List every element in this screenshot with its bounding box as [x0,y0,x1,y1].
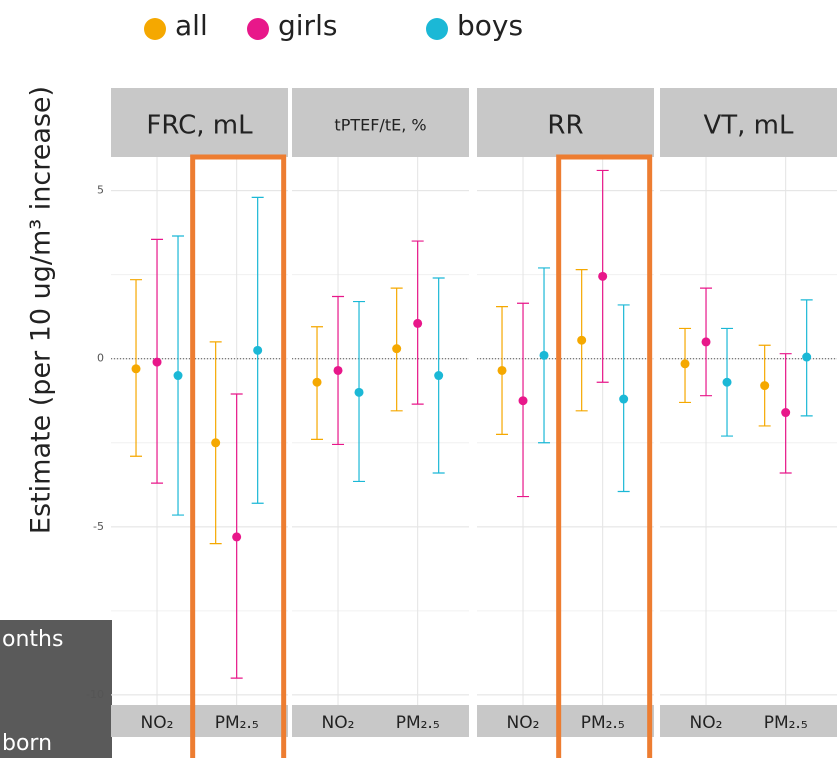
strip-footer [292,705,469,737]
x-tick-label: NO₂ [141,713,174,733]
point [354,387,364,397]
highlight-box [190,154,287,758]
legend-label: girls [278,9,337,42]
strip-header [292,88,469,157]
point [722,377,732,387]
point [413,318,423,328]
strip-footer [111,705,288,737]
x-tick-label: PM₂.₅ [396,713,440,733]
highlight-box [556,154,653,758]
point [152,357,162,367]
point [680,359,690,369]
y-axis-label: Estimate (per 10 ug/m³ increase) [26,86,57,534]
point [802,352,812,362]
y-tick-label: -5 [93,520,104,533]
legend-marker [247,18,269,40]
point [598,271,608,281]
point [312,377,322,387]
point [518,396,528,406]
point [497,365,507,375]
legend-marker [426,18,448,40]
point [392,344,402,354]
x-tick-label: PM₂.₅ [764,713,808,733]
x-tick-label: NO₂ [322,713,355,733]
point [333,365,343,375]
y-tick-label: 5 [97,184,104,197]
panel-title: VT, mL [703,111,794,141]
strip-header [660,88,837,157]
point [619,394,629,404]
x-tick-label: NO₂ [507,713,540,733]
point [781,408,791,418]
point [701,337,711,347]
x-tick-label: NO₂ [690,713,723,733]
point [131,364,141,374]
point [173,371,183,381]
y-tick-label: 0 [97,352,104,365]
point [232,532,242,542]
x-tick-label: PM₂.₅ [581,713,625,733]
point [577,335,587,345]
point [760,381,770,391]
panel-title: RR [547,111,583,141]
point [211,438,221,448]
point [434,371,444,381]
strip-footer [660,705,837,737]
point [253,345,263,355]
point [539,350,549,360]
strip-footer [477,705,654,737]
panel-title: FRC, mL [146,111,253,141]
legend-label: all [175,9,208,42]
strip-header [477,88,654,157]
x-tick-label: PM₂.₅ [215,713,259,733]
background-text: born [2,731,52,756]
background-photo [0,620,112,758]
background-text: onths [2,627,63,652]
panel-title: tPTEF/tE, % [334,116,426,135]
y-tick-label: -10 [86,688,104,701]
legend-marker [144,18,166,40]
legend-label: boys [457,9,523,42]
strip-header [111,88,288,157]
